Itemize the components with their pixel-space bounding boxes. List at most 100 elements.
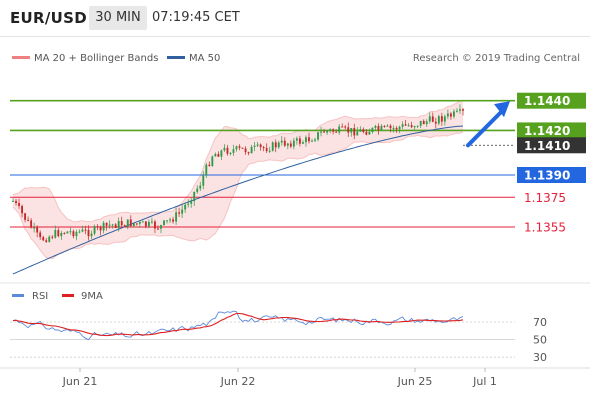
candle — [45, 238, 48, 244]
candle — [247, 151, 250, 156]
candle — [374, 124, 377, 131]
candle — [223, 144, 226, 152]
candle — [347, 122, 350, 137]
candle — [277, 140, 280, 149]
level-box-1.1440 — [517, 92, 586, 109]
symbol-title: EUR/USD — [10, 9, 87, 27]
candle — [108, 220, 111, 229]
candle — [48, 235, 51, 243]
candle — [54, 225, 57, 239]
bollinger-legend-label: MA 20 + Bollinger Bands — [34, 53, 158, 64]
candle — [163, 220, 165, 226]
candle — [362, 127, 365, 134]
candle — [75, 229, 78, 241]
candle — [120, 216, 123, 227]
rsi-tick-30: 30 — [533, 351, 547, 364]
candle — [99, 225, 102, 236]
candle — [295, 136, 298, 145]
candle — [175, 207, 178, 225]
rsi-tick-70: 70 — [533, 316, 547, 329]
candle — [117, 217, 120, 232]
candle — [96, 224, 99, 231]
candle — [169, 217, 171, 224]
candle — [320, 126, 322, 137]
ma50-line — [12, 125, 464, 275]
candle — [314, 137, 316, 143]
candle — [220, 149, 223, 160]
level-label-1.1420: 1.1420 — [524, 124, 570, 138]
candle — [280, 136, 283, 146]
candle — [398, 125, 401, 134]
candle — [57, 227, 60, 238]
rsi-line — [12, 310, 464, 341]
candle — [377, 123, 380, 135]
credit-label: Research © 2019 Trading Central — [413, 53, 580, 64]
candle — [166, 220, 168, 224]
candle — [123, 224, 126, 227]
candle — [15, 198, 17, 206]
candle — [268, 146, 271, 154]
candle — [443, 114, 446, 126]
candle — [449, 111, 452, 120]
candle — [271, 141, 274, 152]
candle — [383, 125, 386, 128]
level-label-1.1375: 1.1375 — [524, 191, 566, 205]
bollinger-fill — [13, 100, 463, 259]
bollinger-band — [12, 99, 464, 260]
candle — [154, 219, 156, 234]
candle — [256, 141, 259, 148]
candle — [434, 117, 437, 129]
candle — [126, 219, 129, 230]
candle — [235, 145, 238, 152]
rsi-legend-label: RSI — [32, 291, 48, 302]
candle — [407, 123, 410, 127]
candle — [33, 222, 36, 233]
candle — [42, 235, 45, 242]
ma50-legend-swatch — [167, 56, 185, 59]
header-divider — [0, 36, 590, 37]
candle — [63, 232, 66, 235]
candle — [102, 221, 105, 234]
candle — [27, 216, 30, 222]
candle — [190, 198, 193, 208]
x-tick-label: Jun 21 — [62, 375, 98, 388]
candle — [21, 204, 23, 218]
candle — [24, 212, 27, 223]
candle — [462, 108, 464, 116]
candle — [341, 123, 344, 128]
candle — [238, 144, 241, 151]
candle — [150, 217, 153, 225]
candle — [72, 229, 75, 239]
candle — [368, 128, 371, 135]
candle — [187, 199, 190, 208]
candle — [386, 124, 389, 127]
candle — [410, 121, 413, 129]
candle — [323, 128, 326, 133]
candle — [308, 132, 310, 144]
level-label-1.1355: 1.1355 — [524, 221, 566, 235]
candle — [178, 207, 181, 218]
candle — [250, 144, 253, 154]
candle — [437, 114, 440, 126]
candle — [401, 121, 404, 129]
candle — [305, 135, 307, 147]
candle — [274, 139, 277, 153]
candle — [157, 225, 159, 231]
candle — [193, 191, 196, 207]
timeframe-badge[interactable]: 30 MIN — [89, 6, 147, 30]
candle — [232, 144, 235, 156]
level-label-1.1440: 1.1440 — [524, 94, 570, 108]
candle — [389, 124, 392, 133]
moving-averages — [12, 125, 464, 275]
candle — [160, 224, 162, 234]
candle — [114, 223, 117, 229]
candle — [431, 112, 434, 123]
candle — [446, 109, 449, 120]
candle — [226, 144, 229, 156]
candle — [428, 112, 431, 124]
candle — [69, 227, 72, 235]
9ma-legend-label: 9MA — [81, 291, 103, 302]
candle — [329, 128, 332, 134]
